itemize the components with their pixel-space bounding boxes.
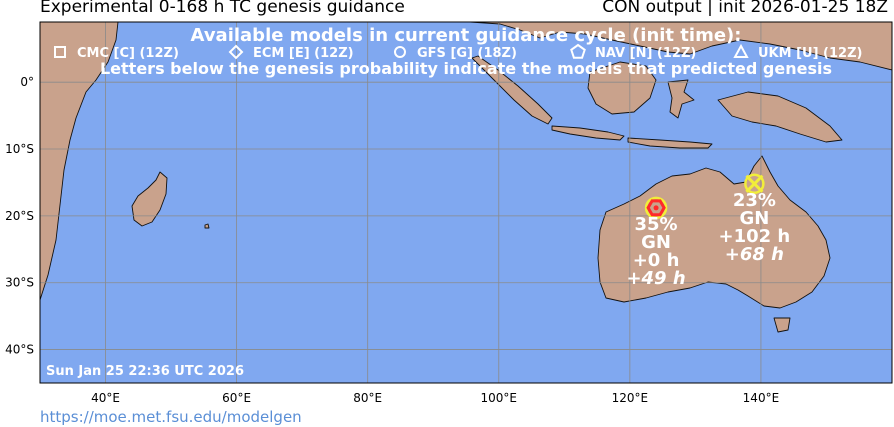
genesis-hexagon-icon <box>646 199 666 217</box>
new-guinea-island <box>717 91 843 143</box>
latitude-tick-label: 10°S <box>5 142 34 156</box>
genesis-circle-icon <box>744 173 765 195</box>
legend-heading: Available models in current guidance cyc… <box>191 25 742 46</box>
borneo-island <box>587 61 657 115</box>
square-icon <box>54 46 66 58</box>
genesis-point[interactable]: 35%GN+0 h+49 h <box>626 196 686 289</box>
java-island <box>551 125 625 141</box>
latitude-tick-label: 30°S <box>5 276 34 290</box>
lesser-sunda-islands <box>627 137 713 149</box>
legend-label: GFS [G] (18Z) <box>417 46 517 61</box>
diamond-icon <box>228 44 244 60</box>
longitude-tick-label: 100°E <box>481 391 518 405</box>
genesis-x-icon <box>745 174 764 193</box>
genesis-lead-mean-label: +49 h <box>626 268 685 289</box>
latitude-tick-label: 0° <box>20 75 34 89</box>
triangle-icon <box>733 43 749 58</box>
legend-item-pentagon: NAV [N] (12Z) <box>570 43 696 61</box>
africa-landmass <box>40 22 119 301</box>
genesis-probability-label: 35% <box>635 214 678 235</box>
legend-note: Letters below the genesis probability in… <box>100 59 832 78</box>
longitude-tick-label: 60°E <box>222 391 251 405</box>
genesis-probability-label: 23% <box>733 190 776 211</box>
latitude-tick-label: 20°S <box>5 209 34 223</box>
tasmania-island <box>773 317 791 333</box>
asia-landmass <box>409 22 892 71</box>
legend-label: CMC [C] (12Z) <box>77 46 179 61</box>
genesis-halo <box>644 196 668 220</box>
madagascar-island <box>131 171 168 227</box>
reunion-island <box>204 223 210 229</box>
legend-label: ECM [E] (12Z) <box>253 46 354 61</box>
genesis-models-label: GN <box>641 232 671 253</box>
legend-label: NAV [N] (12Z) <box>595 46 696 61</box>
circle-icon <box>394 46 406 58</box>
longitude-tick-label: 40°E <box>91 391 120 405</box>
sumatra-island <box>471 55 553 125</box>
genesis-lead-first-label: +102 h <box>718 226 790 247</box>
legend-item-circle: GFS [G] (18Z) <box>394 46 517 61</box>
pentagon-icon <box>570 43 586 59</box>
genesis-lead-first-label: +0 h <box>633 250 680 271</box>
longitude-tick-label: 80°E <box>353 391 382 405</box>
genesis-lead-mean-label: +68 h <box>725 244 784 265</box>
genesis-models-label: GN <box>739 208 769 229</box>
genesis-center-dot <box>653 205 659 211</box>
sulawesi-island <box>667 79 695 119</box>
map-frame <box>39 21 893 384</box>
map-title: Experimental 0-168 h TC genesis guidance <box>40 0 405 17</box>
longitude-tick-label: 140°E <box>743 391 780 405</box>
legend-item-diamond: ECM [E] (12Z) <box>228 44 354 61</box>
latitude-tick-label: 40°S <box>5 343 34 357</box>
legend-item-triangle: UKM [U] (12Z) <box>733 43 862 61</box>
australia-landmass <box>597 155 831 309</box>
genesis-point[interactable]: 23%GN+102 h+68 h <box>718 173 790 265</box>
timestamp-label: Sun Jan 25 22:36 UTC 2026 <box>46 364 244 379</box>
init-time-label: CON output | init 2026-01-25 18Z <box>602 0 888 17</box>
legend-item-square: CMC [C] (12Z) <box>54 46 179 61</box>
longitude-tick-label: 120°E <box>612 391 649 405</box>
source-url-link[interactable]: https://moe.met.fsu.edu/modelgen <box>40 408 302 426</box>
legend-label: UKM [U] (12Z) <box>758 46 862 61</box>
